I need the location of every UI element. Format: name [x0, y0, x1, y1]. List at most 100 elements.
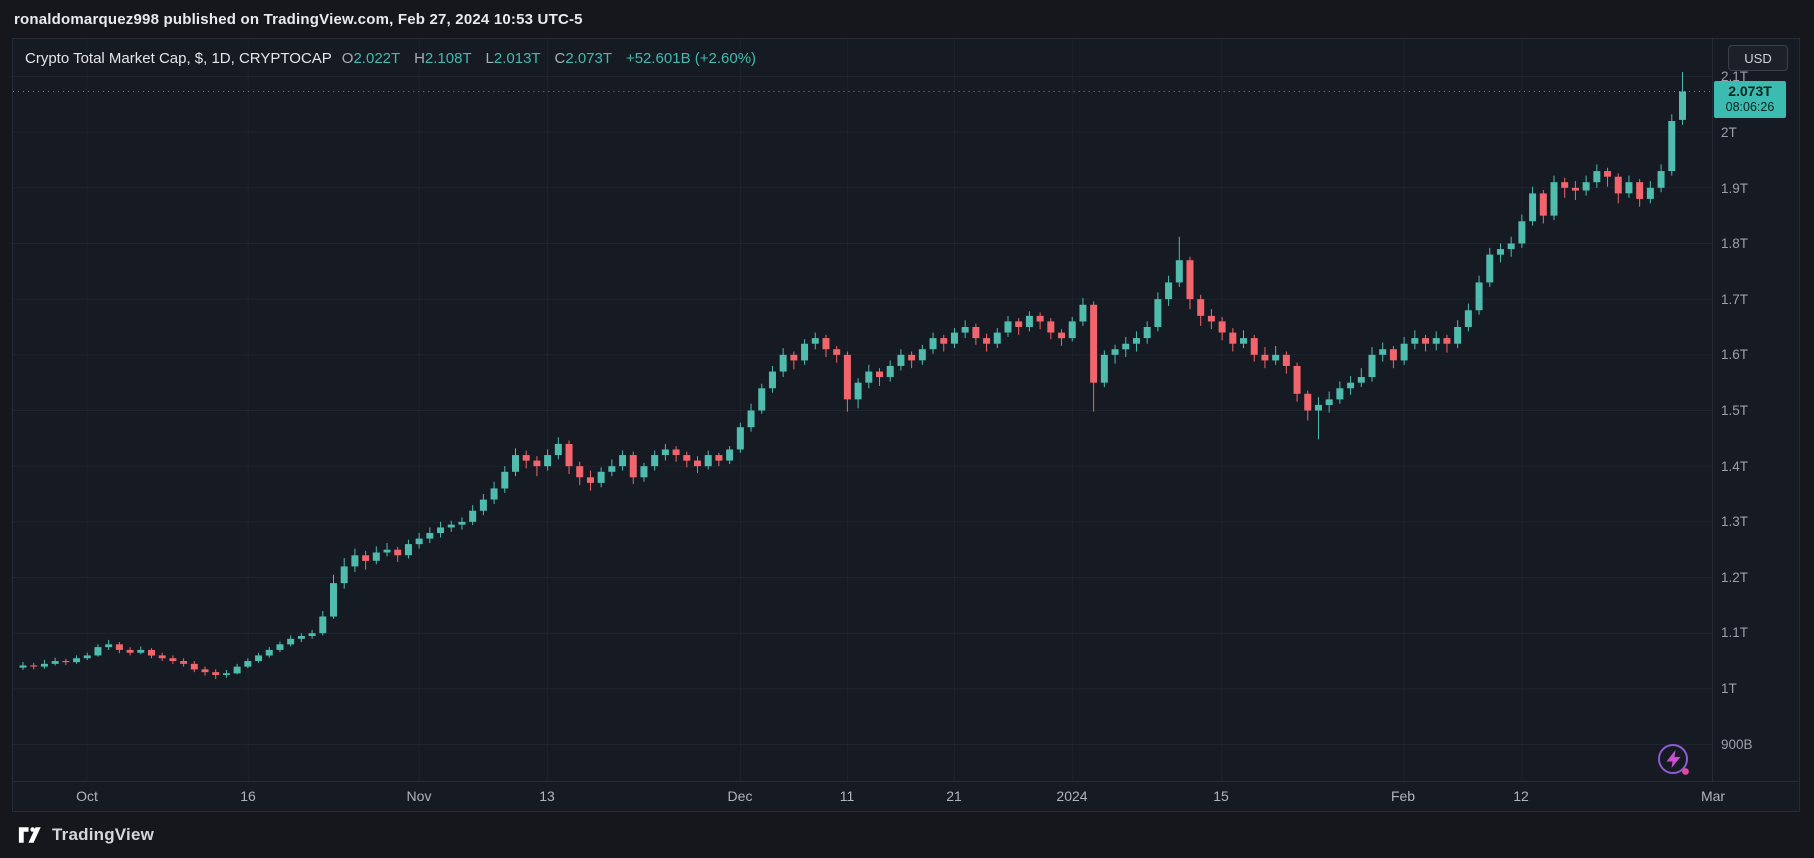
candle-body: [1004, 321, 1012, 333]
candle-body: [1400, 343, 1408, 361]
candle-body: [501, 471, 509, 489]
change-value: +52.601B (+2.60%): [625, 50, 757, 67]
candle-body: [437, 527, 445, 534]
candle-body: [265, 649, 273, 656]
candle-body: [73, 658, 81, 663]
candle-body: [1015, 321, 1023, 327]
candle-body: [1646, 187, 1654, 199]
candle-body: [1132, 338, 1140, 344]
close-label: C: [554, 50, 566, 67]
open-value: 2.022T: [353, 50, 400, 67]
candle-body: [854, 382, 862, 400]
candle-body: [1604, 171, 1612, 177]
candle-body: [1122, 343, 1130, 350]
time-axis-label: Nov: [406, 788, 432, 804]
candle-body: [372, 552, 380, 561]
candle-body: [394, 549, 402, 556]
spark-circle: [1658, 744, 1688, 774]
candle-body: [897, 354, 905, 366]
brand-name[interactable]: TradingView: [52, 825, 155, 844]
candle-body: [1207, 315, 1215, 322]
last-price-badge[interactable]: 2.073T 08:06:26: [1714, 81, 1786, 119]
candle-body: [180, 661, 188, 664]
candle-body: [683, 455, 691, 461]
candle-body: [597, 471, 605, 483]
chart-plot-area[interactable]: Crypto Total Market Cap, $, 1D, CRYPTOCA…: [13, 39, 1713, 781]
price-axis-label: 1.1T: [1721, 625, 1749, 641]
candle-body: [843, 354, 851, 400]
candle-body: [661, 449, 669, 456]
candle-body: [672, 449, 680, 456]
candle-body: [1111, 349, 1119, 355]
time-axis-label: Oct: [76, 788, 98, 804]
candle-body: [1357, 377, 1365, 383]
time-axis-label: 15: [1213, 788, 1229, 804]
candle-body: [779, 354, 787, 372]
candle-body: [1582, 182, 1590, 191]
candle-body: [704, 455, 712, 467]
candle-body: [94, 647, 102, 656]
candle-body: [1443, 338, 1451, 344]
candle-body: [950, 332, 958, 344]
time-axis-label: Feb: [1390, 788, 1416, 804]
candle-body: [1154, 299, 1162, 327]
candle-body: [297, 636, 305, 639]
chart-widget: Crypto Total Market Cap, $, 1D, CRYPTOCA…: [12, 38, 1800, 812]
candle-body: [1368, 354, 1376, 378]
candle-body: [1496, 249, 1504, 255]
candle-body: [479, 499, 487, 511]
footer-bar: TradingView: [0, 812, 1814, 858]
candle-body: [1100, 354, 1108, 383]
candle-body: [1325, 399, 1333, 405]
candle-body: [1272, 354, 1280, 361]
time-axis-label: 13: [539, 788, 555, 804]
candle-body: [126, 649, 134, 653]
candle-body: [212, 672, 220, 675]
candle-body: [1678, 91, 1686, 120]
candle-body: [544, 455, 552, 467]
candle-body: [1186, 260, 1194, 300]
candle-body: [1614, 176, 1622, 194]
logo-glyph-dot: [30, 827, 35, 832]
candle-body: [726, 449, 734, 461]
time-axis-label: Dec: [727, 788, 753, 804]
time-axis[interactable]: Oct 16 Nov 13 Dec 11 21 2024 15 Feb 12 Mar: [13, 781, 1799, 811]
tradingview-logo[interactable]: [16, 825, 43, 845]
candle-body: [137, 649, 145, 653]
time-axis-label: 2024: [1056, 788, 1088, 804]
candle-body: [147, 649, 155, 656]
candle-body: [1197, 299, 1205, 316]
candle-body: [822, 338, 830, 350]
candle-body: [886, 365, 894, 378]
lightning-spark-icon[interactable]: [1652, 738, 1696, 782]
candle-body: [961, 326, 969, 333]
chart-legend[interactable]: Crypto Total Market Cap, $, 1D, CRYPTOCA…: [25, 50, 756, 67]
currency-toggle-button[interactable]: USD: [1728, 45, 1788, 71]
candle-body: [319, 616, 327, 634]
time-axis-label: Mar: [1700, 788, 1726, 804]
candle-body: [83, 655, 91, 659]
candle-body: [1561, 182, 1569, 188]
candle-body: [244, 661, 252, 667]
price-axis-label: 1.4T: [1721, 458, 1749, 474]
candle-body: [758, 388, 766, 411]
candle-body: [940, 338, 948, 344]
candle-body: [426, 532, 434, 539]
spark-bolt: [1666, 750, 1681, 768]
candle-body: [1625, 182, 1633, 194]
candle-body: [1282, 354, 1290, 366]
candle-body: [1025, 315, 1033, 327]
candle-body: [811, 338, 819, 344]
time-axis-label: 11: [839, 788, 855, 804]
candle-body: [190, 663, 198, 670]
candle-body: [415, 538, 423, 545]
low-value: 2.013T: [493, 50, 541, 67]
candle-body: [715, 455, 723, 461]
candle-body: [1486, 254, 1494, 283]
price-axis-label: 2T: [1721, 125, 1737, 140]
candle-body: [993, 332, 1001, 344]
candle-body: [1379, 349, 1387, 355]
price-axis[interactable]: USD 2.1T 2T 1.9T 1.8T 1.7T 1.6T 1.5T 1.4T 1.3T 1.…: [1713, 39, 1799, 781]
candlestick-chart[interactable]: [13, 39, 1712, 781]
price-axis-label: 2.1T: [1721, 69, 1749, 85]
